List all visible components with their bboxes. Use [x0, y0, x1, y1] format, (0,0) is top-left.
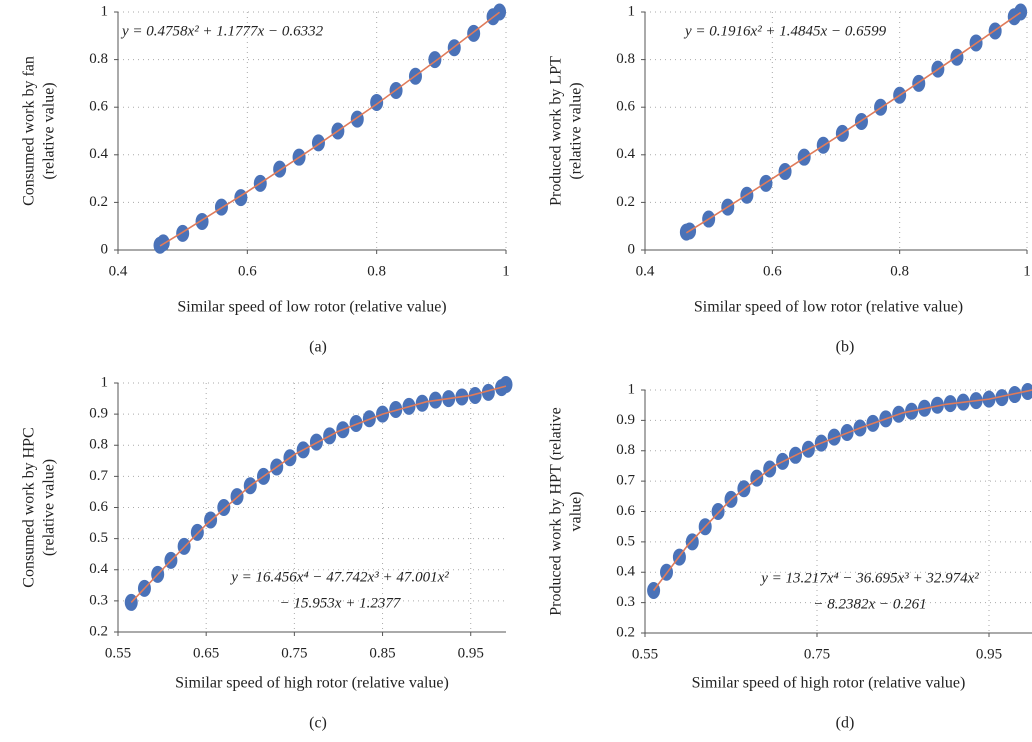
y-tick-label: 0.5 [89, 530, 108, 546]
caption: (c) [309, 715, 327, 732]
data-point [1014, 3, 1028, 21]
y-tick-label: 0.9 [89, 406, 108, 422]
y-tick-label: 1 [101, 3, 109, 19]
y-axis-label: Consumed work by HPC [21, 427, 38, 587]
data-point [156, 234, 170, 252]
y-tick-label: 0.6 [616, 503, 635, 519]
x-tick-label: 0.75 [804, 646, 830, 662]
data-point [273, 160, 287, 178]
caption: (d) [836, 715, 855, 732]
y-axis-label: (relative value) [41, 459, 58, 556]
x-tick-label: 0.85 [369, 645, 395, 661]
y-tick-label: 0 [628, 241, 636, 257]
equation: y = 13.217x⁴ − 36.695x³ + 32.974x² [759, 570, 979, 586]
y-tick-label: 0.8 [616, 51, 635, 67]
x-axis-label: Similar speed of low rotor (relative val… [694, 299, 963, 316]
data-point [778, 162, 792, 180]
y-tick-label: 0.6 [616, 99, 635, 115]
y-tick-label: 0.4 [89, 146, 108, 162]
trendline [159, 11, 501, 247]
x-tick-label: 0.4 [636, 263, 655, 279]
y-tick-label: 0.8 [89, 437, 108, 453]
equation: y = 0.4758x² + 1.1777x − 0.6332 [120, 23, 324, 39]
y-tick-label: 0.4 [616, 564, 635, 580]
equation: y = 0.1916x² + 1.4845x − 0.6599 [683, 23, 887, 39]
data-point [349, 414, 363, 432]
y-tick-label: 0.3 [89, 592, 108, 608]
caption: (b) [836, 339, 855, 356]
y-tick-label: 0.2 [616, 194, 635, 210]
y-tick-label: 1 [628, 381, 636, 397]
y-axis-label: (relative value) [41, 82, 58, 179]
data-point [467, 24, 481, 42]
x-tick-label: 0.75 [281, 645, 307, 661]
data-point [499, 376, 513, 394]
data-point [493, 3, 507, 21]
y-tick-label: 0.2 [89, 623, 108, 639]
data-point [468, 386, 482, 404]
y-tick-label: 1 [101, 374, 109, 390]
y-tick-label: 0.4 [616, 146, 635, 162]
data-point [370, 93, 384, 111]
x-tick-label: 0.95 [458, 645, 484, 661]
x-axis-label: Similar speed of high rotor (relative va… [692, 675, 966, 692]
x-tick-label: 0.55 [632, 646, 658, 662]
x-tick-label: 0.4 [109, 263, 128, 279]
data-point [750, 469, 764, 487]
y-tick-label: 0.4 [89, 561, 108, 577]
data-point [481, 383, 495, 401]
y-axis-label: (relative value) [568, 82, 585, 179]
data-point [1008, 386, 1022, 404]
y-tick-label: 0.2 [89, 194, 108, 210]
data-point [827, 428, 841, 446]
x-tick-label: 0.65 [193, 645, 219, 661]
y-tick-label: 0.6 [89, 499, 108, 515]
equation: − 8.2382x − 0.261 [813, 596, 926, 612]
data-point [995, 389, 1009, 407]
x-tick-label: 0.6 [763, 263, 782, 279]
data-point [912, 74, 926, 92]
y-tick-label: 0.6 [89, 99, 108, 115]
y-axis-label: Produced work by HPT (relative [548, 407, 565, 616]
y-tick-label: 1 [628, 3, 636, 19]
y-tick-label: 0.7 [616, 473, 635, 489]
trendline [130, 385, 507, 603]
equation: − 15.953x + 1.2377 [280, 595, 402, 611]
y-tick-label: 0.7 [89, 468, 108, 484]
x-tick-label: 0.55 [105, 645, 131, 661]
x-axis-label: Similar speed of high rotor (relative va… [175, 675, 449, 692]
data-point [389, 400, 403, 418]
data-point [195, 212, 209, 230]
x-tick-label: 0.95 [976, 646, 1002, 662]
y-tick-label: 0 [101, 241, 109, 257]
y-axis-label: Consumed work by fan [21, 56, 38, 206]
equation: y = 16.456x⁴ − 47.742x³ + 47.001x² [229, 569, 449, 585]
x-tick-label: 1 [502, 263, 510, 279]
x-tick-label: 1 [1023, 263, 1031, 279]
x-tick-label: 0.8 [367, 263, 386, 279]
y-tick-label: 0.8 [616, 442, 635, 458]
y-tick-label: 0.5 [616, 533, 635, 549]
caption: (a) [309, 339, 327, 356]
y-tick-label: 0.8 [89, 51, 108, 67]
x-axis-label: Similar speed of low rotor (relative val… [177, 299, 446, 316]
y-axis-label: Produced work by LPT [548, 56, 565, 206]
data-point [350, 110, 364, 128]
trendline [685, 11, 1022, 234]
trendline [652, 389, 1032, 591]
data-point [176, 224, 190, 242]
y-axis-label: value) [568, 492, 585, 532]
y-tick-label: 0.2 [616, 624, 635, 640]
y-tick-label: 0.3 [616, 594, 635, 610]
x-tick-label: 0.6 [238, 263, 257, 279]
x-tick-label: 0.8 [890, 263, 909, 279]
data-point [311, 134, 325, 152]
y-tick-label: 0.9 [616, 412, 635, 428]
